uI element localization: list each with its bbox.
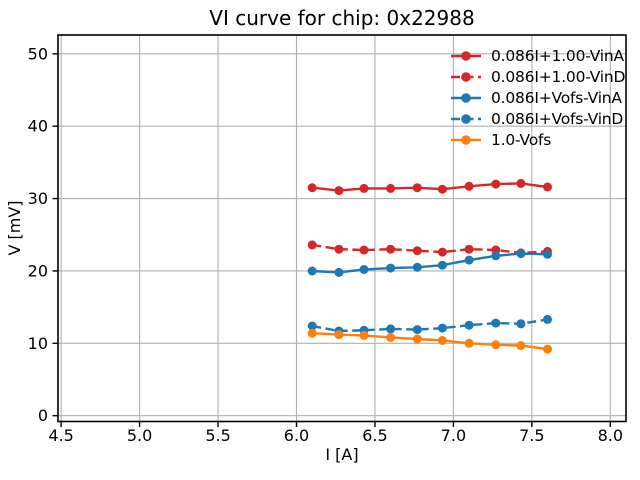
legend-item: 0.086I+1.00-VinD	[451, 68, 626, 86]
grid-layer	[58, 35, 626, 422]
data-point	[412, 183, 422, 193]
legend-item: 0.086I+Vofs-VinD	[451, 110, 624, 128]
data-point	[334, 186, 344, 196]
series-line-1	[312, 243, 548, 255]
data-point	[386, 263, 396, 273]
legend: 0.086I+1.00-VinA 0.086I+1.00-VinD 0.086I+V…	[451, 47, 626, 149]
data-point	[386, 324, 396, 334]
data-point	[543, 314, 552, 324]
data-point	[412, 246, 422, 256]
x-tick-label: 6.5	[362, 426, 387, 445]
data-point	[464, 181, 474, 191]
data-point	[412, 325, 422, 335]
ticks-layer: 4.5 5.0 5.5 6.0 6.5 7.0 7.5 8.0 0 10 20 30 40 50	[28, 44, 623, 445]
data-point	[491, 179, 501, 189]
y-axis-label: V [mV]	[5, 200, 24, 255]
data-point	[307, 328, 317, 338]
legend-marker	[461, 72, 471, 82]
data-point	[334, 267, 344, 277]
data-point	[464, 255, 474, 265]
data-point	[307, 266, 317, 276]
legend-marker	[461, 135, 471, 145]
legend-label: 0.086I+1.00-VinA	[491, 47, 625, 65]
y-tick-label: 20	[28, 261, 48, 280]
y-tick-label: 50	[28, 44, 48, 63]
spines-layer	[57, 34, 627, 423]
legend-item: 0.086I+Vofs-VinA	[451, 89, 623, 107]
x-tick-label: 7.0	[441, 426, 466, 445]
y-tick-label: 30	[28, 189, 48, 208]
data-point	[437, 184, 447, 194]
data-point	[307, 321, 317, 331]
data-point	[386, 333, 396, 342]
data-point	[359, 265, 369, 274]
data-point	[543, 249, 552, 259]
data-point	[359, 183, 369, 193]
data-point	[386, 244, 396, 254]
legend-label: 1.0-Vofs	[491, 131, 551, 149]
x-tick-label: 6.0	[284, 426, 309, 445]
data-point	[307, 183, 317, 193]
x-tick-label: 4.5	[48, 426, 73, 445]
data-point	[464, 338, 474, 348]
y-tick-label: 10	[28, 334, 48, 353]
data-point	[334, 244, 344, 254]
x-tick-label: 5.5	[205, 426, 230, 445]
data-point	[516, 249, 526, 259]
series-layer	[307, 178, 552, 354]
data-point	[334, 330, 344, 340]
legend-label: 0.086I+Vofs-VinA	[491, 89, 622, 107]
data-point	[464, 244, 474, 254]
data-point	[543, 344, 552, 354]
data-point	[491, 251, 501, 261]
data-point	[491, 340, 501, 350]
data-point	[386, 183, 396, 193]
y-tick-label: 0	[38, 406, 48, 425]
chart-title: VI curve for chip: 0x22988	[209, 6, 474, 30]
legend-label: 0.086I+1.00-VinD	[491, 68, 626, 86]
data-point	[359, 330, 369, 340]
x-tick-label: 7.5	[519, 426, 544, 445]
legend-marker	[461, 51, 471, 61]
data-point	[464, 320, 474, 330]
y-tick-label: 40	[28, 117, 48, 136]
x-tick-label: 8.0	[598, 426, 623, 445]
legend-label: 0.086I+Vofs-VinD	[491, 110, 623, 128]
data-point	[412, 262, 422, 272]
legend-item: 1.0-Vofs	[451, 131, 551, 149]
data-point	[307, 240, 317, 250]
data-point	[412, 334, 422, 344]
data-point	[543, 182, 552, 192]
legend-marker	[461, 114, 471, 124]
data-point	[437, 247, 447, 257]
data-point	[437, 260, 447, 270]
data-point	[516, 341, 526, 350]
x-axis-label: I [A]	[325, 445, 358, 464]
series-line-2	[312, 252, 548, 274]
data-point	[491, 318, 501, 328]
series-line-3	[311, 318, 548, 333]
legend-marker	[461, 93, 471, 103]
series-line-0	[312, 182, 548, 192]
data-point	[437, 323, 447, 333]
data-point	[437, 335, 447, 345]
data-point	[516, 319, 526, 329]
series-line-4	[312, 332, 548, 351]
data-point	[516, 178, 526, 188]
legend-item: 0.086I+1.00-VinA	[451, 47, 625, 65]
data-point	[359, 245, 369, 255]
axes-spines	[57, 34, 627, 423]
x-tick-label: 5.0	[127, 426, 152, 445]
